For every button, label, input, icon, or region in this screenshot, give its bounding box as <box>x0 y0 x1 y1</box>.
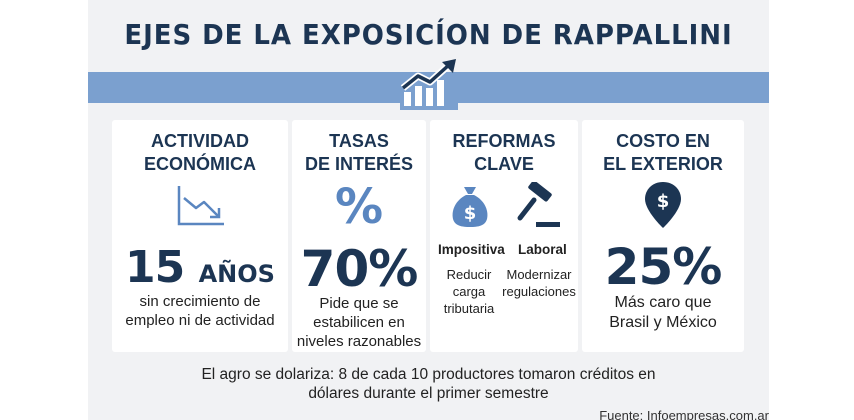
percent-icon: % <box>334 179 384 235</box>
declining-chart-icon <box>177 186 224 226</box>
laboral-description: Modernizar regulaciones <box>502 267 576 299</box>
card-heading: TASAS DE INTERÉS <box>304 131 414 174</box>
card-tasas-de-interes: TASAS DE INTERÉS % 70% Pide que se estab… <box>292 120 426 352</box>
card-reformas-clave: REFORMAS CLAVE $ Impositiva Laboral Redu… <box>430 120 578 352</box>
impositiva-label: Impositiva <box>438 242 505 257</box>
card-description: Más caro que Brasil y México <box>609 294 717 331</box>
gavel-icon <box>517 182 560 227</box>
cost-value: 25% <box>604 238 723 296</box>
card-heading: REFORMAS CLAVE <box>452 131 556 174</box>
growth-chart-icon <box>400 59 458 110</box>
card-heading: ACTIVIDAD ECONÓMICA <box>144 131 256 174</box>
rate-value: 70% <box>300 240 419 298</box>
svg-text:$: $ <box>464 203 477 224</box>
laboral-label: Laboral <box>518 242 567 257</box>
card-actividad-economica: ACTIVIDAD ECONÓMICA 15 AÑOS sin crecimie… <box>112 120 288 352</box>
location-dollar-icon: $ <box>645 182 681 228</box>
years-value: 15 AÑOS <box>125 242 275 293</box>
card-costo-en-el-exterior: COSTO EN EL EXTERIOR $ 25% Más caro que … <box>582 120 744 352</box>
svg-text:$: $ <box>657 191 670 212</box>
source-credit: Fuente: Infoempresas.com.ar <box>599 408 769 420</box>
money-bag-icon: $ <box>452 187 488 227</box>
card-heading: COSTO EN EL EXTERIOR <box>603 131 723 174</box>
page-title: EJES DE LA EXPOSICÍON DE RAPPALLINI <box>124 18 733 51</box>
impositiva-description: Reducir carga tributaria <box>443 267 495 316</box>
footer-note: El agro se dolariza: 8 de cada 10 produc… <box>201 366 656 402</box>
card-description: Pide que se estabilicen en niveles razon… <box>296 295 422 350</box>
card-description: sin crecimiento de empleo ni de activida… <box>125 293 275 329</box>
